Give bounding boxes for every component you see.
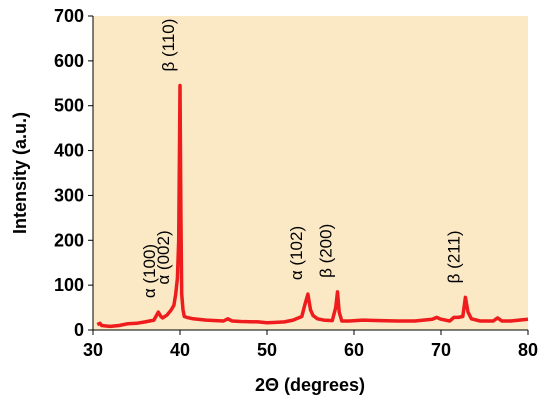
y-tick-label: 100: [54, 275, 84, 295]
y-axis-title: Intensity (a.u.): [10, 112, 30, 234]
y-tick-label: 600: [54, 51, 84, 71]
y-tick-label: 300: [54, 185, 84, 205]
x-tick-label: 70: [431, 340, 451, 360]
peak-label: α (100): [140, 244, 159, 298]
x-tick-label: 50: [257, 340, 277, 360]
y-tick-label: 400: [54, 141, 84, 161]
y-axis: 0 100 200 300 400 500 600 700: [54, 6, 93, 340]
peak-label: α (102): [287, 226, 306, 280]
y-tick-label: 200: [54, 230, 84, 250]
x-tick-label: 60: [344, 340, 364, 360]
x-axis: 30 40 50 60 70 80: [83, 330, 538, 360]
peak-labels: α (100)α (002) β (110) α (102) β (200) β (21…: [140, 19, 463, 299]
x-axis-title: 2Θ (degrees): [255, 375, 365, 395]
x-tick-label: 30: [83, 340, 103, 360]
peak-label: β (110): [159, 19, 178, 72]
y-tick-label: 0: [74, 320, 84, 340]
y-tick-label: 700: [54, 6, 84, 26]
x-tick-label: 80: [518, 340, 538, 360]
x-tick-label: 40: [170, 340, 190, 360]
peak-label: β (211): [444, 230, 463, 283]
plot-background: [93, 16, 528, 330]
peak-label: β (200): [316, 224, 335, 278]
peak-label: α (002): [154, 230, 173, 284]
y-tick-label: 500: [54, 96, 84, 116]
series-line: [96, 83, 529, 329]
